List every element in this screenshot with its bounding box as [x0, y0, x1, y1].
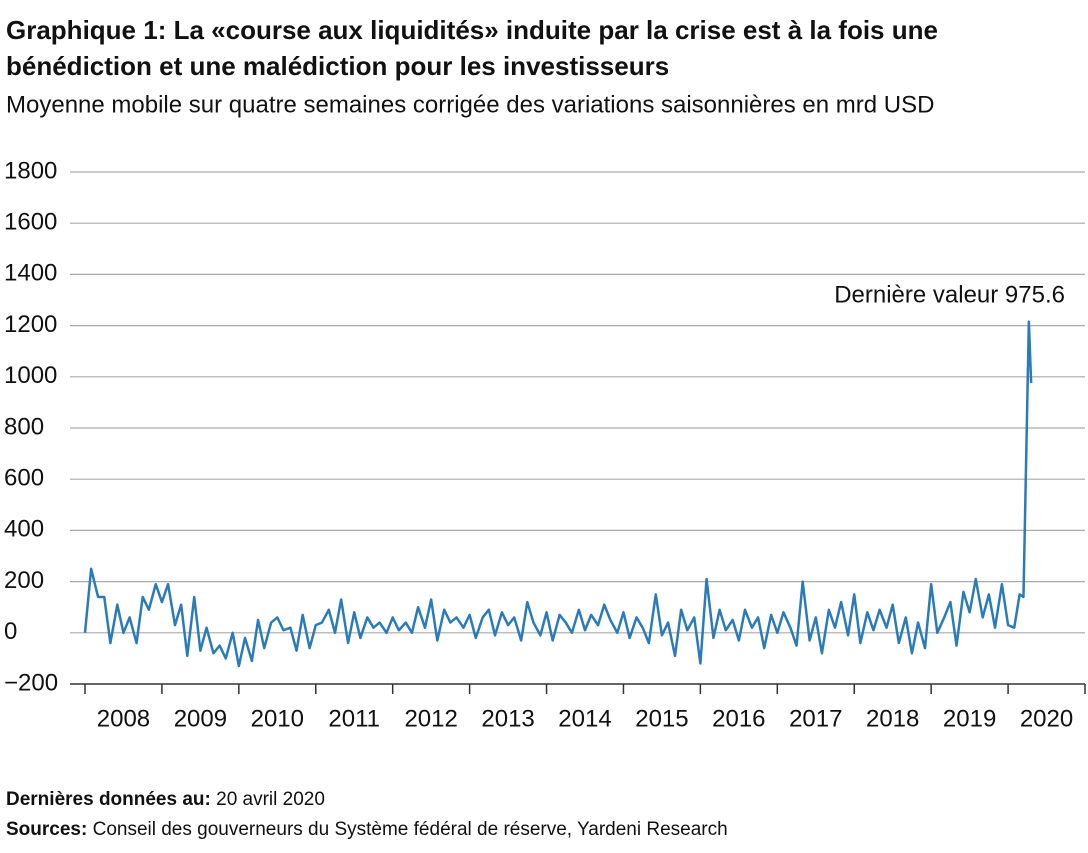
footer-sources: Sources: Conseil des gouverneurs du Syst… — [6, 819, 728, 840]
y-tick-label: 1800 — [4, 157, 57, 184]
y-tick-label: 1600 — [4, 209, 57, 236]
x-tick-label: 2013 — [481, 705, 534, 732]
chart-subtitle: Moyenne mobile sur quatre semaines corri… — [6, 91, 934, 118]
x-tick-label: 2019 — [943, 705, 996, 732]
footer-sources-value: Conseil des gouverneurs du Système fédér… — [93, 819, 728, 840]
y-tick-label: −200 — [4, 669, 58, 696]
x-tick-label: 2015 — [635, 705, 688, 732]
y-tick-label: 1400 — [4, 260, 57, 287]
y-tick-label: 400 — [4, 516, 44, 543]
footer-date-label: Dernières données au: — [6, 789, 211, 810]
y-tick-label: 1200 — [4, 311, 57, 338]
data-line — [83, 320, 1033, 668]
annotation: Dernière valeur 975.6 — [834, 281, 1065, 308]
y-tick-label: 800 — [4, 413, 44, 440]
x-tick-label: 2009 — [174, 705, 227, 732]
x-tick-label: 2018 — [866, 705, 919, 732]
footer-date-value: 20 avril 2020 — [216, 789, 325, 810]
x-tick-label: 2010 — [251, 705, 304, 732]
chart-title-line: bénédiction et une malédiction pour les … — [6, 51, 669, 81]
footer-sources-label: Sources: — [6, 819, 87, 840]
x-tick-label: 2008 — [97, 705, 150, 732]
y-tick-label: 1000 — [4, 362, 57, 389]
x-tick-label: 2020 — [1020, 705, 1073, 732]
x-tick-label: 2014 — [558, 705, 611, 732]
y-tick-label: 0 — [4, 618, 17, 645]
chart-title: Graphique 1: La «course aux liquidités» … — [6, 15, 938, 81]
x-tick-label: 2011 — [328, 705, 380, 732]
y-tick-label: 600 — [4, 465, 44, 492]
chart-title-line: Graphique 1: La «course aux liquidités» … — [6, 15, 938, 45]
footer-date: Dernières données au: 20 avril 2020 — [6, 789, 325, 810]
x-tick-label: 2016 — [712, 705, 765, 732]
x-tick-label: 2012 — [404, 705, 457, 732]
y-tick-label: 200 — [4, 567, 44, 594]
x-tick-label: 2017 — [789, 705, 842, 732]
